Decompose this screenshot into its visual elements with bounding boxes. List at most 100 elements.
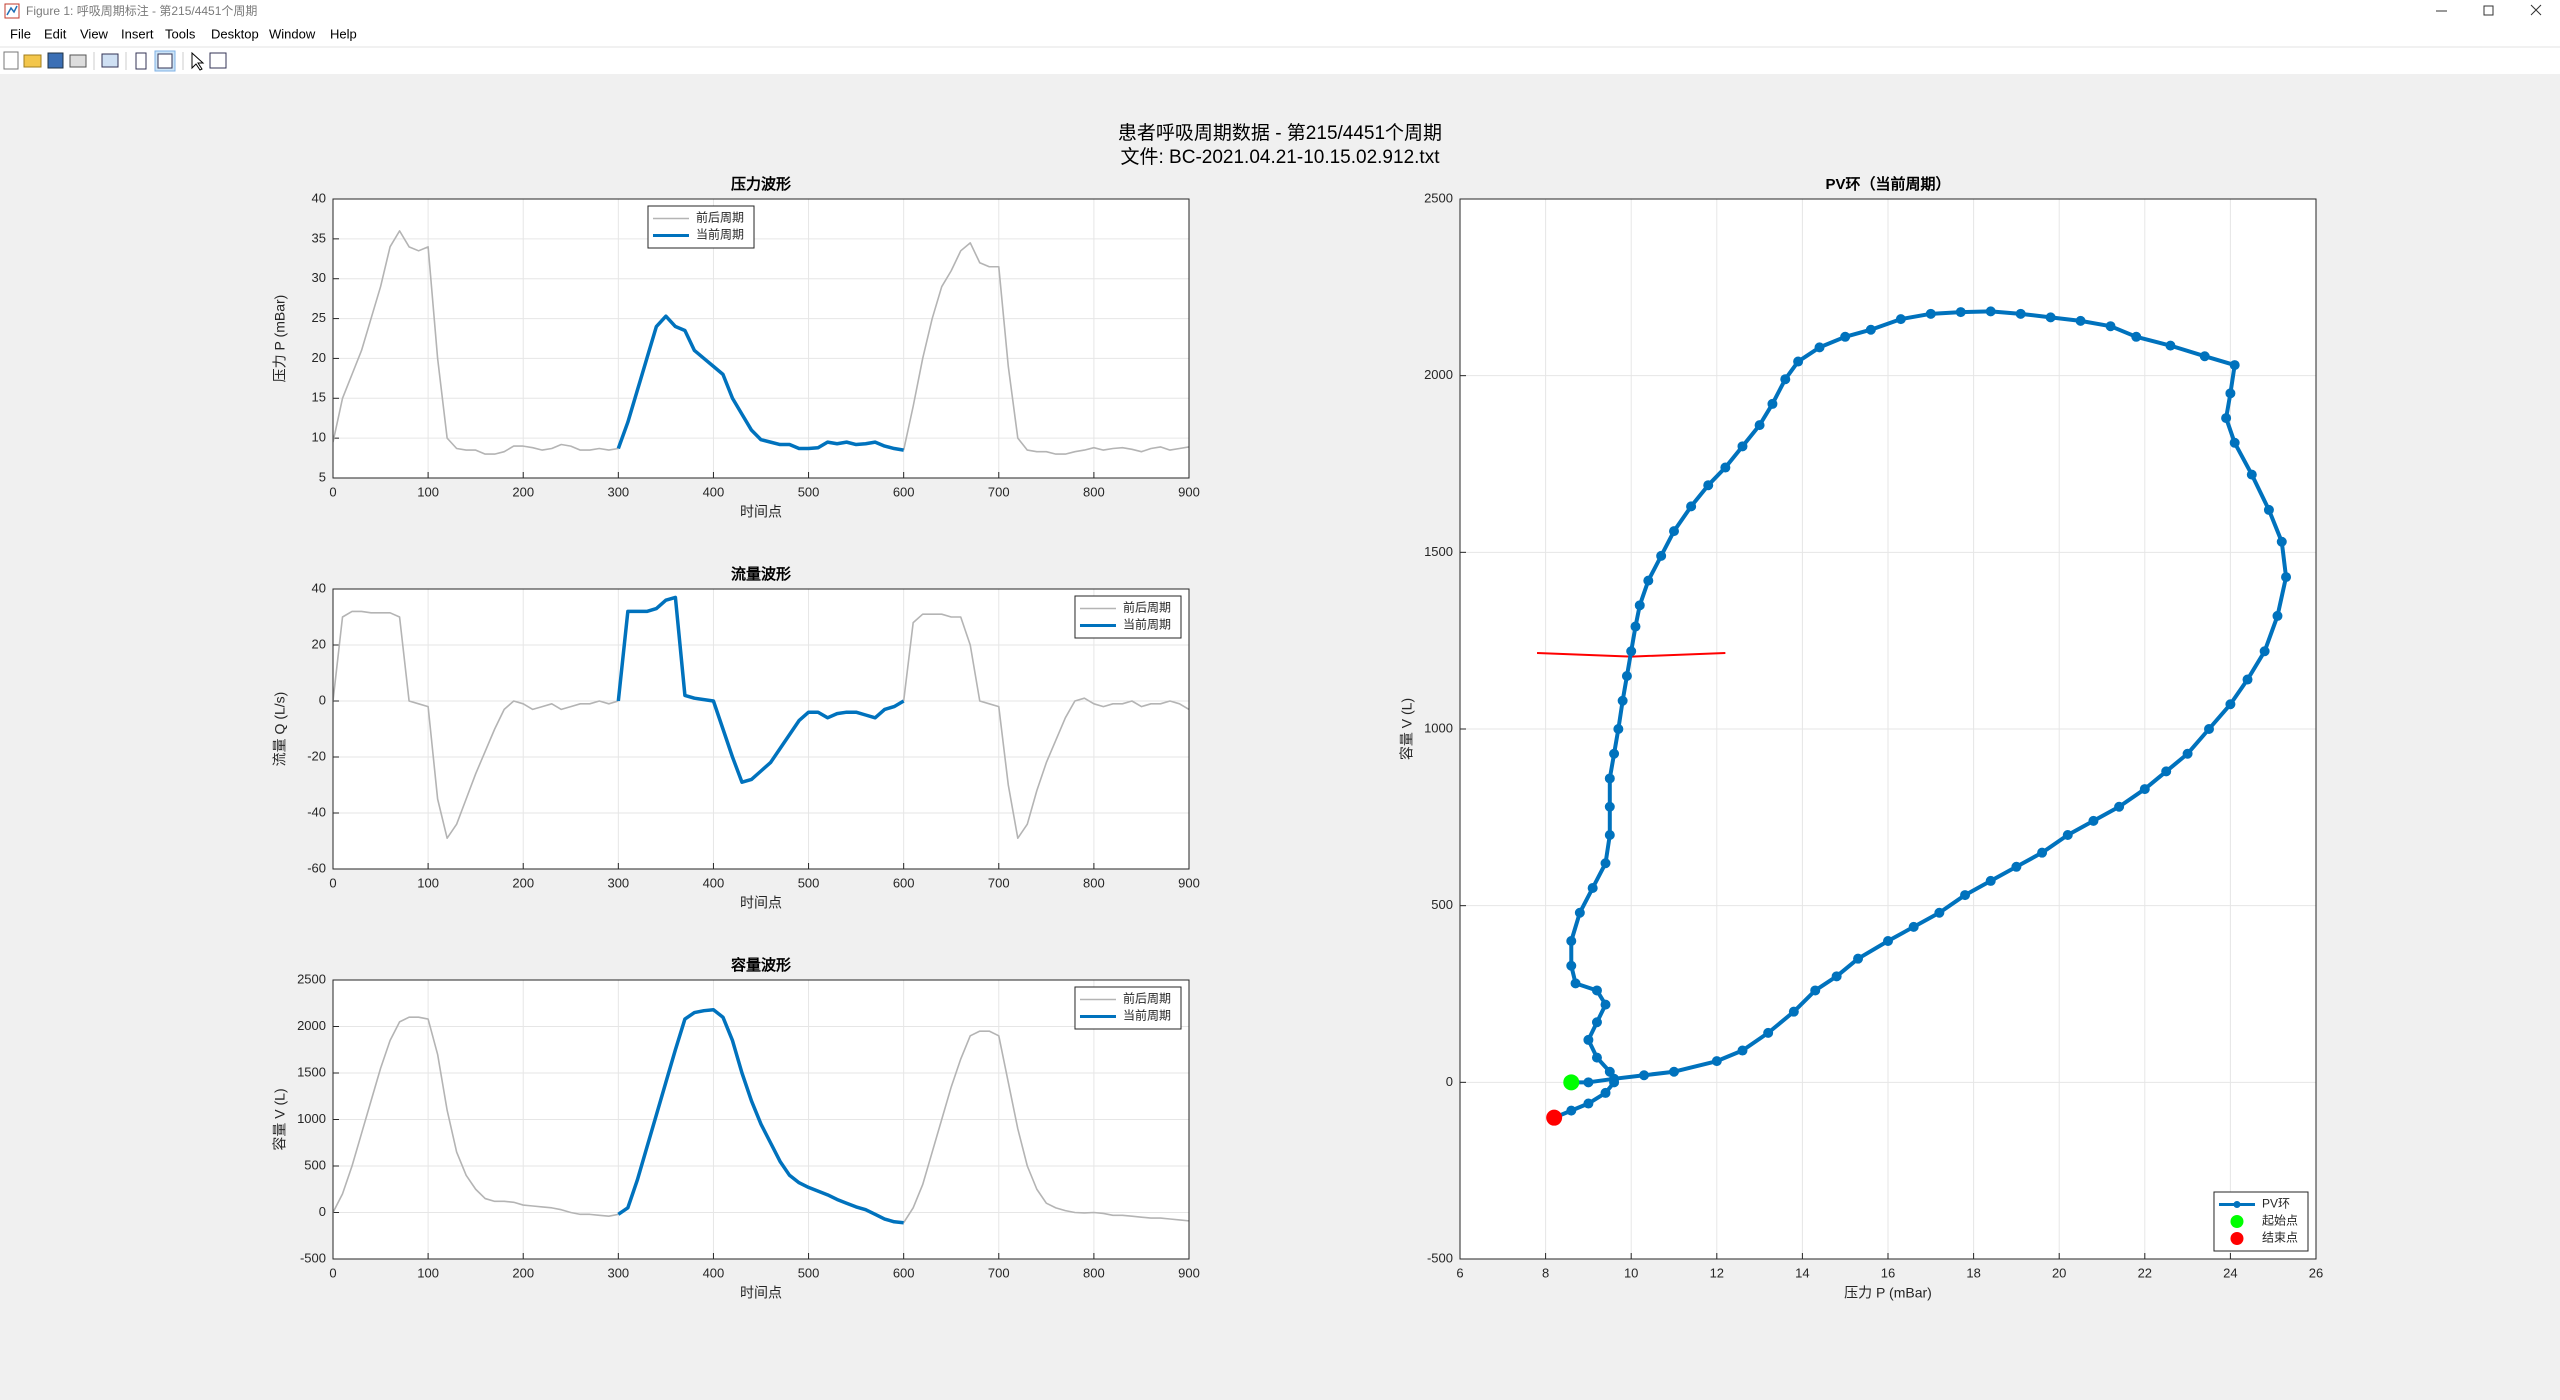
menu-item[interactable]: View <box>80 26 109 41</box>
dock-icon[interactable] <box>135 52 147 70</box>
data-point <box>1591 1052 1602 1063</box>
data-point <box>2204 724 2214 734</box>
data-point <box>1925 308 1936 319</box>
y-tick-label: 0 <box>319 1204 326 1219</box>
y-tick-label: 25 <box>312 310 326 325</box>
figure-subtitle: 文件: BC-2021.04.21-10.15.02.912.txt <box>1121 146 1441 168</box>
legend-box <box>2213 1191 2309 1252</box>
plot-area <box>333 589 1189 869</box>
chart-title: 流量波形 <box>731 565 791 583</box>
pointer-icon[interactable] <box>191 51 205 71</box>
x-tick-label: 400 <box>703 875 725 890</box>
x-tick-label: 600 <box>893 875 915 890</box>
legend-label: PV环 <box>2262 1197 2290 1211</box>
x-tick-label: 500 <box>798 875 820 890</box>
y-tick-label: 500 <box>1431 897 1453 912</box>
chart-title: 容量波形 <box>730 956 791 974</box>
menu-item[interactable]: File <box>10 26 31 41</box>
new-icon[interactable] <box>3 51 19 70</box>
data-point <box>1600 1087 1611 1098</box>
data-point <box>2105 321 2116 332</box>
data-point <box>1621 671 1632 681</box>
data-point <box>2161 766 2172 777</box>
x-tick-label: 16 <box>1881 1265 1895 1280</box>
axes: 0 100 200 300 400 500 600 700 800 900-50005001000… <box>272 956 1200 1301</box>
data-point <box>1793 356 1804 367</box>
y-tick-label: 20 <box>312 350 326 365</box>
data-point <box>1617 695 1628 706</box>
axes-box <box>332 979 1190 1260</box>
data-point <box>1566 936 1577 946</box>
data-point <box>2045 312 2056 323</box>
x-tick-label: 400 <box>703 1265 725 1280</box>
legend-label: 前后周期 <box>696 210 744 225</box>
y-tick-label: 35 <box>312 230 326 245</box>
close-button[interactable] <box>2530 4 2542 16</box>
y-tick-label: 15 <box>312 390 326 405</box>
restore-button[interactable] <box>2483 5 2494 16</box>
menu-item[interactable]: Edit <box>44 26 67 41</box>
y-tick-label: 40 <box>312 580 326 595</box>
axes: 0 100 200 300 400 500 600 700 800 900 -60 -40 -20 0 20… <box>272 565 1200 911</box>
axes: 6 8 10 12 14 16 18 20 22 24 26 -500 0 500 1000 1500 2000… <box>1399 175 2324 1301</box>
y-tick-label: -500 <box>1427 1250 1453 1265</box>
window-title: Figure 1: 呼吸周期标注 - 第215/4451个周期 <box>26 3 257 18</box>
open-icon[interactable] <box>23 54 42 68</box>
data-point <box>1810 985 1821 996</box>
data-point <box>2263 504 2274 515</box>
data-point <box>1609 1077 1620 1088</box>
data-point <box>1609 748 1620 759</box>
data-point <box>1613 724 1624 734</box>
property-icon[interactable] <box>209 52 227 69</box>
data-point <box>2225 699 2236 710</box>
y-tick-label: 5 <box>319 469 326 484</box>
menu-item[interactable]: Help <box>330 26 357 41</box>
series-line <box>617 1008 904 1225</box>
layout-icon[interactable] <box>157 53 173 69</box>
menu-item[interactable]: Tools <box>165 26 196 41</box>
toolbar <box>3 50 227 72</box>
print-icon[interactable] <box>69 54 87 68</box>
data-point <box>2229 437 2240 448</box>
window-controls[interactable] <box>2436 4 2542 16</box>
data-point <box>2075 315 2086 326</box>
data-point <box>2037 847 2048 858</box>
x-axis-label: 时间点 <box>740 1285 782 1301</box>
y-tick-label: -60 <box>307 860 326 875</box>
menu-item[interactable]: Window <box>269 26 316 41</box>
y-tick-label: 0 <box>1446 1074 1453 1089</box>
axes-box <box>1459 198 2317 1260</box>
save-icon[interactable] <box>47 52 64 69</box>
data-point <box>1587 883 1598 893</box>
x-tick-label: 300 <box>607 1265 629 1280</box>
menu-item[interactable]: Desktop <box>211 26 259 41</box>
data-point <box>1985 306 1996 317</box>
x-tick-label: 900 <box>1178 484 1200 499</box>
data-point <box>2276 536 2287 547</box>
plot-area <box>333 199 1189 478</box>
data-point <box>2011 861 2022 872</box>
x-tick-label: 700 <box>988 875 1010 890</box>
x-tick-label: 600 <box>893 484 915 499</box>
data-point <box>1737 441 1748 452</box>
y-axis-label: 容量 V (L) <box>1399 698 1415 760</box>
data-point <box>2221 413 2232 424</box>
data-point <box>1600 999 1611 1010</box>
y-tick-label: -20 <box>307 748 326 763</box>
data-point <box>1570 978 1581 989</box>
y-tick-label: -40 <box>307 804 326 819</box>
x-tick-label: 500 <box>798 1265 820 1280</box>
data-point <box>1985 875 1996 886</box>
data-point <box>2225 388 2236 399</box>
x-tick-label: 800 <box>1083 875 1105 890</box>
data-point <box>1853 953 1864 964</box>
legend-label: 结束点 <box>2262 1231 2298 1245</box>
chart-title: 压力波形 <box>731 175 791 193</box>
x-tick-label: 10 <box>1624 1265 1638 1280</box>
menu-item[interactable]: Insert <box>121 26 154 41</box>
y-axis-label: 压力 P (mBar) <box>272 295 288 383</box>
x-tick-label: 400 <box>703 484 725 499</box>
print-preview-icon[interactable] <box>101 53 119 68</box>
